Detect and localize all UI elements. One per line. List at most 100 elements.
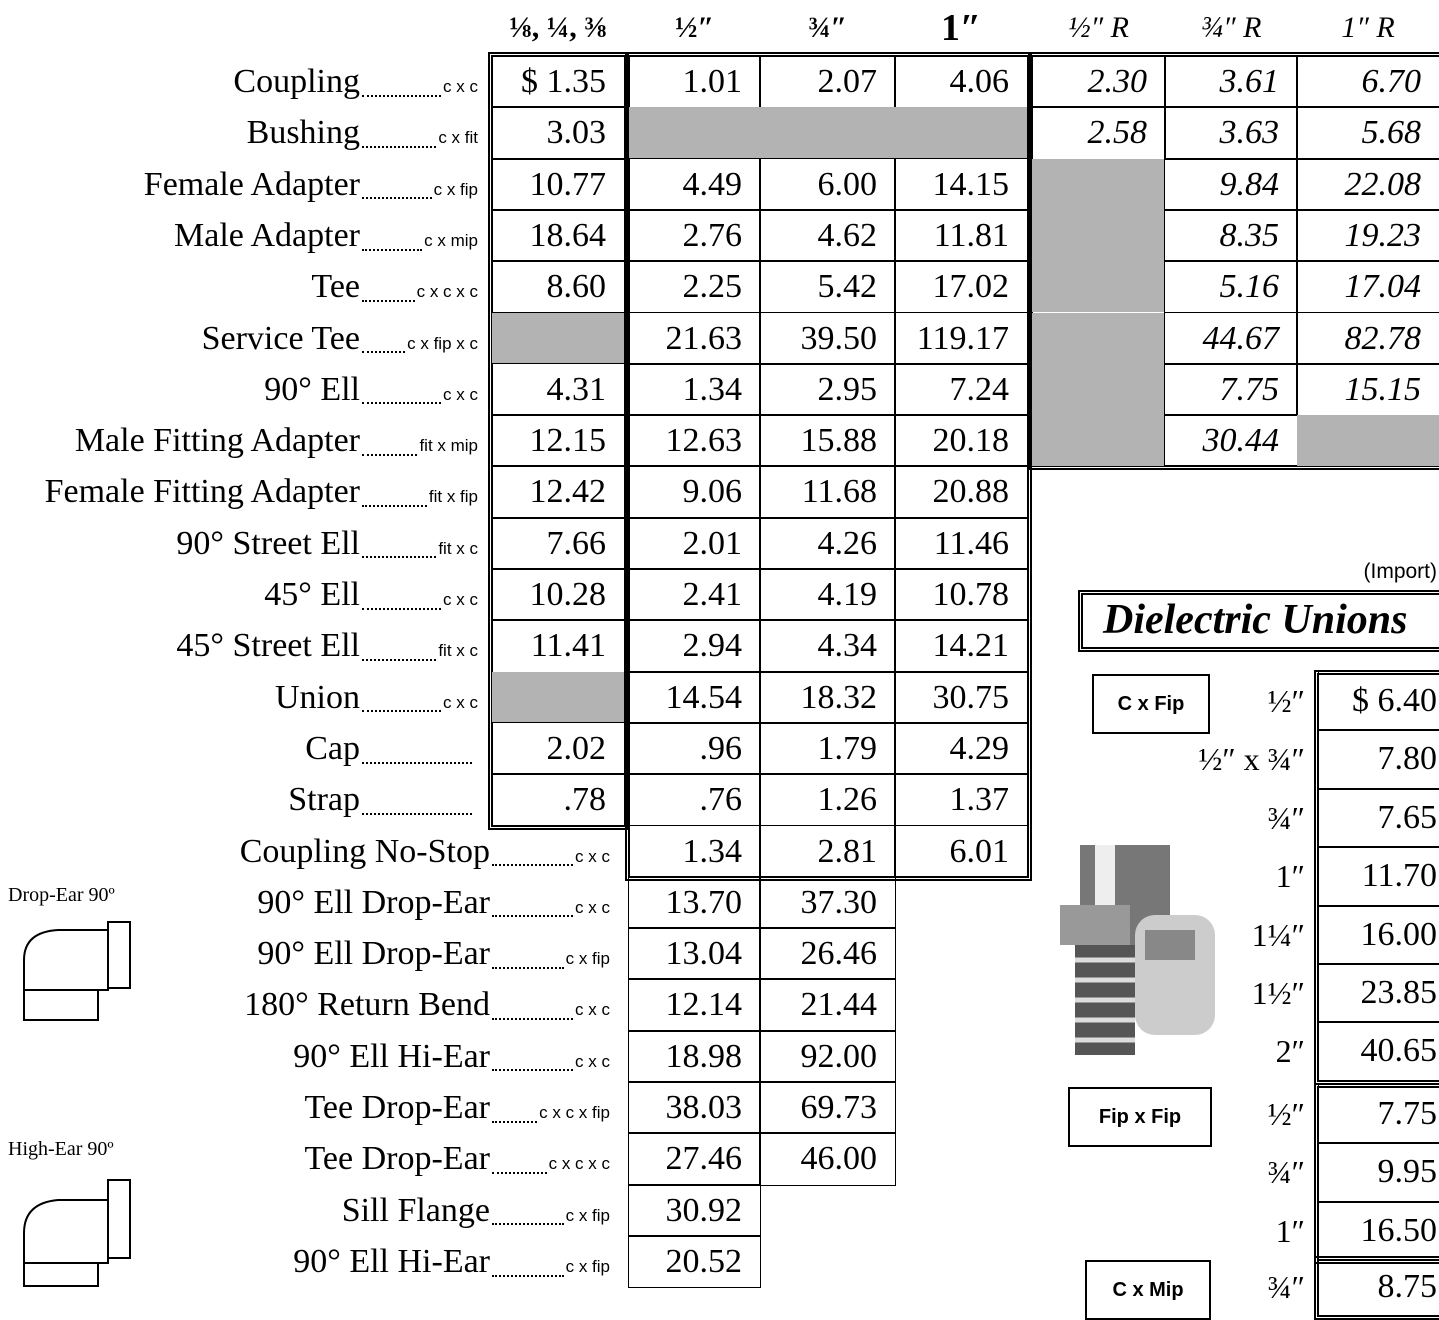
leader-dots <box>362 658 437 661</box>
price-cell: 11.68 <box>759 466 896 518</box>
price-cell: 10.77 <box>491 158 625 211</box>
price-cell: 3.63 <box>1164 107 1298 159</box>
column-header: ½″ R <box>1068 11 1129 44</box>
row-label: Male Fitting Adapter fit x mip <box>0 415 478 466</box>
size-label: 2″ <box>1275 1033 1305 1070</box>
column-header: ½″ <box>674 11 715 44</box>
price-cell: 1.79 <box>759 722 896 775</box>
fitting-code: c x c <box>443 692 478 712</box>
fitting-code: c x c <box>443 590 478 609</box>
item-name: Strap <box>288 781 360 819</box>
row-label: Male Adapter c x mip <box>0 210 478 261</box>
item-name: Cap <box>305 729 360 767</box>
fitting-code: c x c x c <box>548 1154 610 1174</box>
row-label: 90° Ell Drop-Ear c x c <box>0 877 610 928</box>
item-name: 180° Return Bend <box>244 986 490 1024</box>
leader-dots <box>492 864 574 867</box>
fitting-code: c x fip x c <box>407 333 478 353</box>
fitting-code: c x c <box>443 384 478 404</box>
item-name: Tee Drop-Ear <box>304 1140 490 1178</box>
row-label: Coupling No-Stop c x c <box>0 826 610 877</box>
unavailable-cell <box>1032 312 1165 364</box>
size-label: ¾″ <box>1267 1154 1305 1191</box>
leader-dots <box>362 248 423 251</box>
item-name: Bushing <box>246 114 360 152</box>
price-cell: 6.01 <box>894 825 1028 878</box>
price-cell: 40.65 <box>1318 1022 1439 1082</box>
fitting-code: c x mip <box>424 230 478 250</box>
price-cell: 4.29 <box>894 722 1028 775</box>
price-cell: 12.63 <box>628 414 761 467</box>
price-cell: 30.75 <box>894 671 1028 724</box>
row-label: Sill Flange c x fip <box>0 1185 610 1236</box>
price-cell: 4.06 <box>894 55 1028 108</box>
row-label: Coupling c x c <box>0 56 478 107</box>
leader-dots <box>362 351 406 354</box>
leader-dots <box>362 505 427 508</box>
price-cell: 82.78 <box>1296 312 1439 365</box>
row-label: Cap <box>0 723 478 774</box>
price-cell: 2.95 <box>759 363 896 416</box>
illustration-caption: High-Ear 90º <box>8 1138 114 1160</box>
price-cell: 9.84 <box>1164 158 1298 211</box>
price-cell: 2.07 <box>759 55 896 108</box>
price-cell: 12.42 <box>491 466 625 518</box>
fitting-type: Fip x Fip <box>1068 1087 1212 1147</box>
fitting-code: c x fip <box>565 1256 610 1276</box>
row-label: 90° Ell Hi-Ear c x c <box>0 1031 610 1082</box>
unavailable-cell <box>1032 415 1165 467</box>
item-name: 90° Ell Hi-Ear <box>293 1037 490 1075</box>
price-cell: 7.75 <box>1318 1084 1439 1144</box>
price-cell: 18.32 <box>759 671 896 724</box>
leader-dots <box>492 1018 574 1021</box>
size-label: ½″ <box>1267 683 1305 719</box>
size-label: ¾″ <box>1267 1269 1305 1305</box>
section-title: Dielectric Unions <box>1078 590 1439 652</box>
unavailable-cell <box>895 107 1027 159</box>
unavailable-cell <box>1032 209 1165 262</box>
price-cell: 11.70 <box>1318 846 1439 906</box>
drop-ear-drawing <box>23 921 131 1021</box>
item-name: 90° Street Ell <box>176 524 360 562</box>
price-cell: 4.19 <box>759 568 896 621</box>
leader-dots <box>492 1171 547 1174</box>
row-label: Female Fitting Adapter fit x fip <box>0 466 478 517</box>
row-label: 45° Ell c x c <box>0 569 478 620</box>
price-cell: 19.23 <box>1296 209 1439 262</box>
leader-dots <box>492 915 574 918</box>
price-cell: 16.00 <box>1318 905 1439 965</box>
leader-dots <box>362 710 442 713</box>
price-cell: 7.66 <box>491 517 625 570</box>
price-cell: 18.64 <box>491 209 625 262</box>
price-cell: 11.46 <box>894 517 1028 570</box>
price-cell: 38.03 <box>628 1081 761 1134</box>
price-cell: 4.49 <box>628 158 761 211</box>
price-cell: 1.34 <box>628 825 761 878</box>
price-cell: 2.94 <box>628 620 761 672</box>
price-cell: 18.98 <box>628 1030 761 1083</box>
price-cell: 46.00 <box>759 1133 896 1185</box>
item-name: 45° Street Ell <box>176 627 360 665</box>
leader-dots <box>362 607 442 610</box>
leader-dots <box>362 453 418 456</box>
price-cell: 20.52 <box>628 1235 761 1288</box>
price-cell: 5.16 <box>1164 260 1298 313</box>
item-name: 90° Ell Hi-Ear <box>293 1242 490 1280</box>
price-cell: 4.62 <box>759 209 896 262</box>
price-cell: .78 <box>491 773 625 826</box>
price-cell: 2.25 <box>628 260 761 313</box>
price-cell: 21.44 <box>759 979 896 1031</box>
row-label: 90° Ell c x c <box>0 364 478 415</box>
size-label: ¾″ <box>1267 799 1305 836</box>
price-cell: 2.76 <box>628 209 761 262</box>
price-cell: 2.81 <box>759 825 896 878</box>
unavailable-cell <box>1032 363 1165 416</box>
leader-dots <box>362 299 415 302</box>
high-ear-drawing <box>23 1179 131 1287</box>
price-cell: 7.80 <box>1318 730 1439 790</box>
item-name: 90° Ell <box>264 370 360 408</box>
price-cell: 8.60 <box>491 260 625 313</box>
fitting-code: c x fip <box>433 179 478 199</box>
fitting-code: c x c x c <box>416 282 478 302</box>
price-cell: 30.44 <box>1164 414 1298 467</box>
